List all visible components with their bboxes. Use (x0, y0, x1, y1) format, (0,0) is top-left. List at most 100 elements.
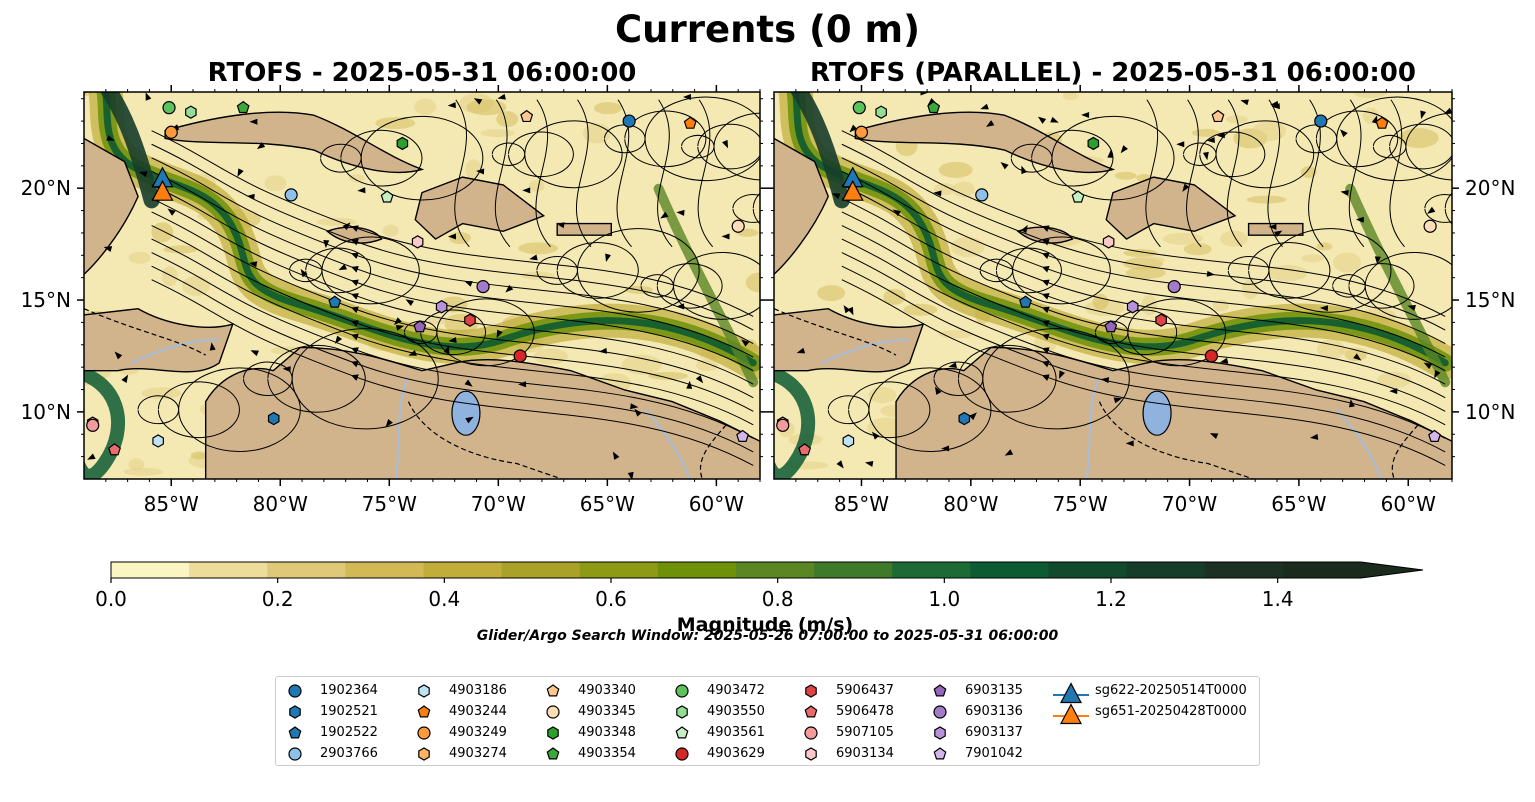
colorbar-extend-arrow (1361, 562, 1423, 578)
lon-tick-label: 60°W (689, 492, 744, 516)
border-honduras-nicaragua (774, 308, 897, 356)
marker-4903629 (1204, 349, 1219, 363)
colorbar-tick-label: 1.2 (1095, 587, 1127, 611)
legend-marker-icon (288, 747, 302, 761)
current-band-east (653, 183, 759, 388)
legend-marker-icon (675, 726, 689, 739)
legend: 1902364 1902521 1902522 2903766 4903186 49032… (275, 676, 1260, 766)
lon-tick-label: 85°W (144, 492, 199, 516)
colorbar-segment (1048, 562, 1128, 578)
marker-4903348 (1087, 136, 1100, 151)
legend-label: 4903340 (578, 683, 636, 698)
marker-1902364 (1314, 114, 1328, 128)
marker-6903134 (411, 235, 424, 249)
legend-marker-icon (546, 747, 560, 760)
marker-6903137 (435, 300, 448, 314)
marker-4903340 (520, 109, 534, 123)
panel-title-rtofs-parallel: RTOFS (PARALLEL) - 2025-05-31 06:00:00 (810, 58, 1416, 88)
lake-maracaibo (1142, 390, 1172, 436)
colorbar-segment (814, 562, 893, 578)
colorbar-segment (1204, 562, 1284, 578)
legend-marker-icon (546, 705, 560, 719)
lake-nicaragua (821, 338, 910, 364)
current-band-east (1345, 183, 1451, 388)
colorbar-segment (111, 562, 190, 578)
legend-label: 4903348 (578, 725, 636, 740)
current-eddy-southwest (84, 366, 126, 479)
current-band-yucatan (790, 92, 850, 209)
legend-label: 4903354 (578, 746, 636, 761)
legend-label: 4903186 (449, 683, 507, 698)
lon-tick-label: 70°W (1162, 492, 1217, 516)
legend-marker-icon (418, 747, 430, 761)
legend-label: 4903244 (449, 704, 507, 719)
colorbar-segment (423, 562, 503, 578)
marker-4903354 (927, 100, 941, 114)
legend-label: 6903136 (965, 704, 1023, 719)
border-venezuela-guyana (700, 424, 727, 479)
legend-marker-icon (934, 726, 946, 740)
marker-4903348 (396, 136, 409, 151)
map-frame (83, 91, 761, 480)
colorbar-tick-label: 0.0 (95, 587, 127, 611)
legend-label: 1902521 (320, 704, 378, 719)
legend-label: 1902522 (320, 725, 378, 740)
legend-label: 4903472 (707, 683, 765, 698)
marker-4903244 (683, 116, 697, 129)
colorbar-segment (579, 562, 659, 578)
legend-label: 6903134 (836, 746, 894, 761)
legend-marker-icon (288, 684, 302, 698)
marker-4903340 (1211, 109, 1225, 123)
legend-marker-icon (1060, 682, 1082, 704)
legend-label: sg622-20250514T0000 (1095, 683, 1247, 698)
marker-2903766 (284, 188, 298, 202)
border-colombia-venezuela (407, 401, 564, 479)
lat-tick-label: 20°N (1465, 176, 1515, 200)
land-puerto-rico (556, 222, 612, 236)
marker-6903137 (1126, 300, 1139, 314)
marker-6903136 (1167, 280, 1181, 294)
marker-4903550 (185, 105, 197, 119)
lat-tick-label: 10°N (1465, 400, 1515, 424)
marker-5906478 (108, 443, 121, 456)
legend-marker-icon (289, 705, 301, 719)
colorbar-segment (892, 562, 971, 578)
streamlines (84, 92, 760, 479)
legend-label: 6903137 (965, 725, 1023, 740)
colorbar-segment (736, 562, 815, 578)
colorbar-segment (970, 562, 1049, 578)
colorbar-tick-label: 1.4 (1262, 587, 1294, 611)
marker-6903135 (413, 320, 427, 333)
colorbar: 0.0 0.2 0.4 0.6 0.8 1.0 1.2 1.4 (95, 561, 1424, 611)
colorbar-segment (657, 562, 737, 578)
marker-4903561 (1071, 190, 1085, 203)
marker-4903629 (513, 349, 527, 363)
land-yucatan (84, 137, 139, 276)
legend-label: 4903561 (707, 725, 765, 740)
lon-tick-label: 75°W (362, 492, 417, 516)
marker-4903186 (842, 434, 855, 448)
legend-label: 1902364 (320, 683, 378, 698)
colorbar-segment (189, 562, 268, 578)
legend-label: 4903629 (707, 746, 765, 761)
land-hispaniola (414, 176, 546, 240)
legend-marker-icon (288, 726, 302, 739)
land-cuba (164, 111, 425, 174)
marker-2903766 (975, 188, 989, 202)
lon-tick-label: 85°W (834, 492, 889, 516)
land-jamaica (1016, 226, 1074, 244)
legend-marker-icon (675, 747, 689, 761)
marker-4903345 (1423, 219, 1437, 233)
marker-1902521 (267, 411, 280, 426)
marker-1902522 (328, 295, 342, 308)
legend-marker-icon (933, 684, 947, 697)
legend-marker-icon (418, 684, 430, 698)
land-cuba (854, 111, 1116, 174)
land-hispaniola (1105, 176, 1237, 240)
land-central-america (774, 307, 925, 373)
colorbar-tick-label: 1.0 (928, 587, 960, 611)
panel-title-rtofs: RTOFS - 2025-05-31 06:00:00 (207, 58, 637, 88)
colorbar-segment (1126, 562, 1206, 578)
marker-4903249 (164, 125, 178, 139)
